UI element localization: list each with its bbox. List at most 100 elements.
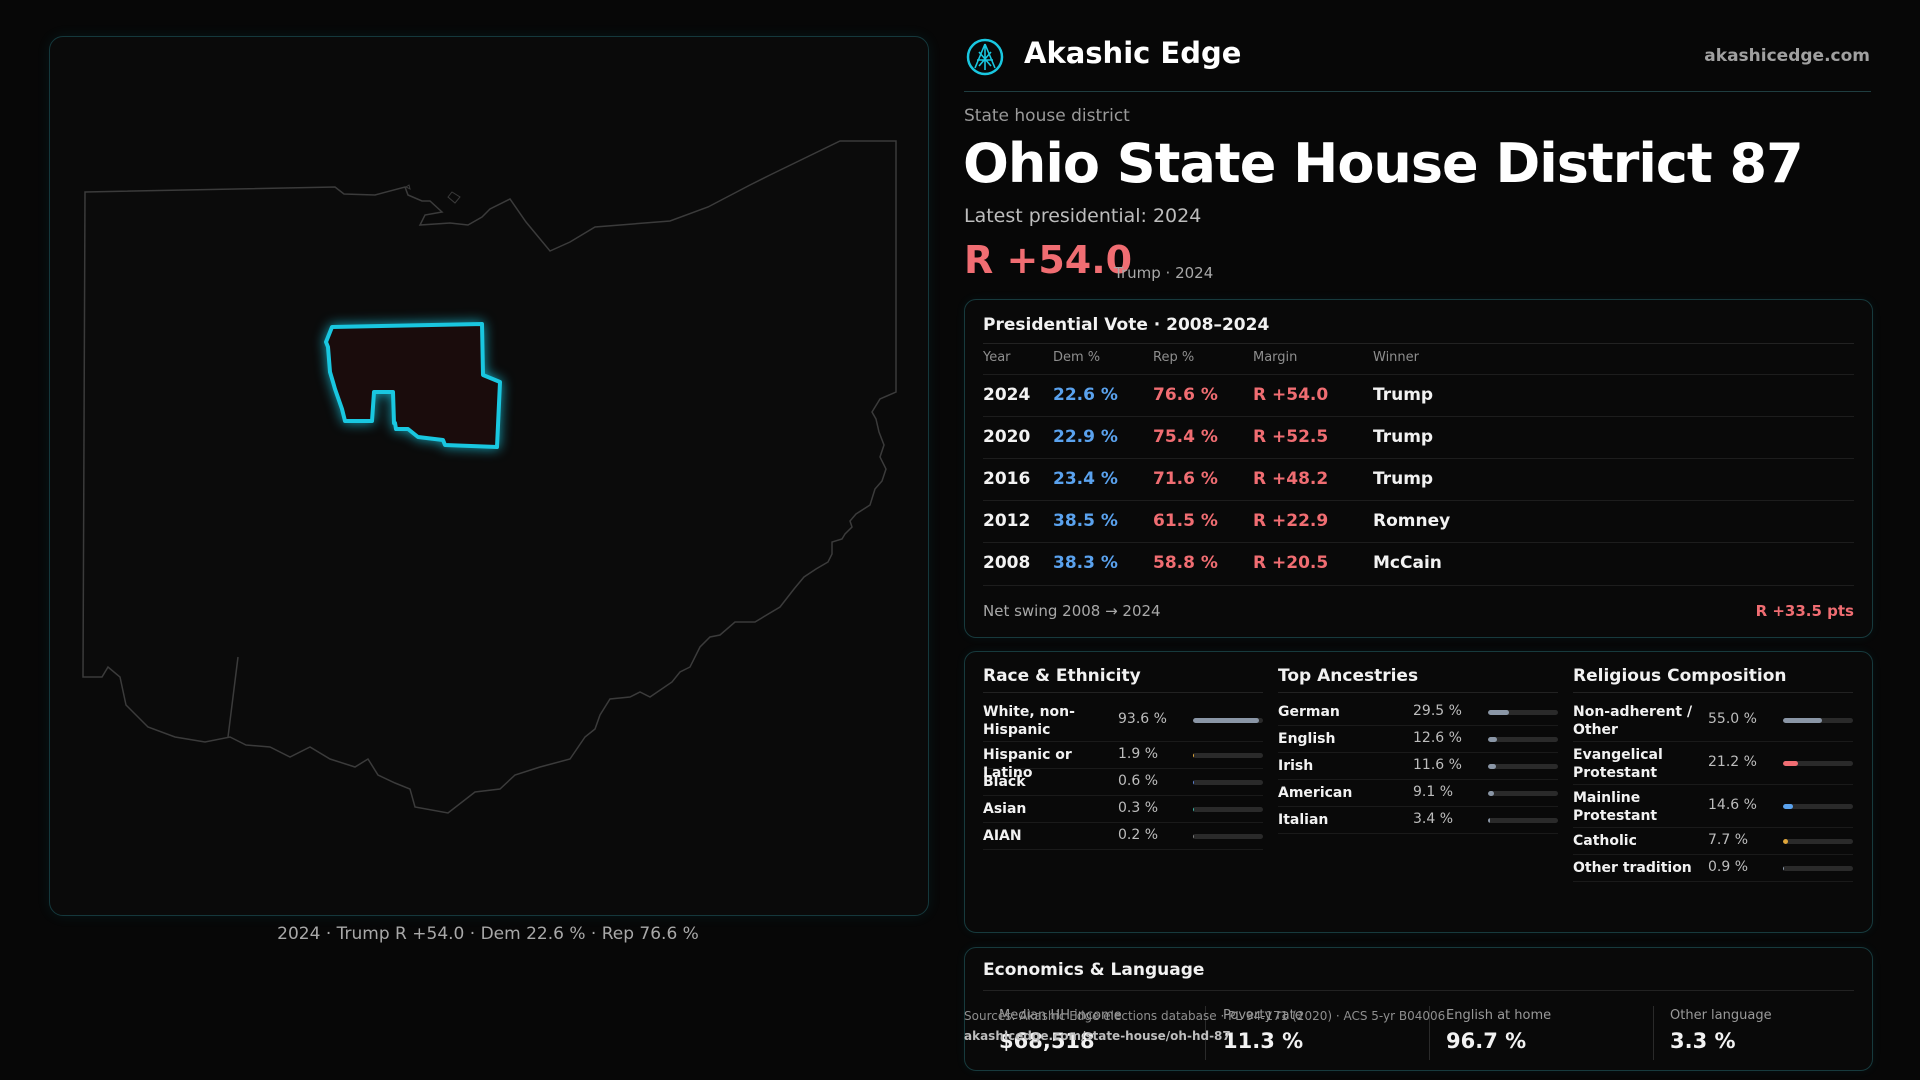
percent-bar bbox=[1488, 710, 1558, 715]
margin-cell: R +20.5 bbox=[1253, 553, 1329, 573]
lake-island-shape bbox=[447, 191, 461, 204]
list-item[interactable]: Hispanic or Latino 1.9 % bbox=[983, 742, 1263, 781]
rep-cell: 76.6 % bbox=[1153, 385, 1218, 405]
table-row[interactable]: 2024 22.6 % 76.6 % R +54.0 Trump bbox=[983, 374, 1854, 417]
item-value: 7.7 % bbox=[1708, 832, 1749, 848]
stat-value: 3.3 % bbox=[1670, 1029, 1736, 1053]
item-label: Non-adherent / Other bbox=[1573, 704, 1693, 738]
margin-cell: R +52.5 bbox=[1253, 427, 1329, 447]
source-text: Sources: Akashic Edge elections database… bbox=[964, 1009, 1446, 1023]
list-item[interactable]: Irish 11.6 % bbox=[1278, 753, 1558, 780]
list-item[interactable]: English 12.6 % bbox=[1278, 726, 1558, 753]
section-title: Religious Composition bbox=[1573, 666, 1853, 693]
winner-cell: Romney bbox=[1373, 511, 1451, 531]
item-label: Hispanic or Latino bbox=[983, 747, 1072, 781]
percent-bar bbox=[1783, 839, 1853, 844]
item-value: 0.3 % bbox=[1118, 800, 1159, 816]
list-item[interactable]: Non-adherent / Other 55.0 % bbox=[1573, 699, 1853, 742]
list-item[interactable]: Mainline Protestant 14.6 % bbox=[1573, 785, 1853, 828]
list-item[interactable]: Black 0.6 % bbox=[983, 769, 1263, 796]
section-title: Race & Ethnicity bbox=[983, 666, 1263, 693]
list-item[interactable]: Italian 3.4 % bbox=[1278, 807, 1558, 834]
stat-label: Other language bbox=[1670, 1008, 1772, 1023]
rep-cell: 61.5 % bbox=[1153, 511, 1218, 531]
header-divider bbox=[964, 91, 1871, 92]
percent-bar-fill bbox=[1193, 753, 1195, 758]
margin-cell: R +54.0 bbox=[1253, 385, 1329, 405]
year-cell: 2008 bbox=[983, 553, 1031, 573]
list-item[interactable]: Asian 0.3 % bbox=[983, 796, 1263, 823]
list-item[interactable]: Catholic 7.7 % bbox=[1573, 828, 1853, 855]
column-header-rep: Rep % bbox=[1153, 350, 1195, 365]
akashic-edge-logo-icon[interactable] bbox=[966, 38, 1004, 76]
rep-cell: 58.8 % bbox=[1153, 553, 1218, 573]
map-internal-line bbox=[227, 656, 239, 738]
margin-cell: R +48.2 bbox=[1253, 469, 1329, 489]
economics-language-card: Economics & Language Median HH income $6… bbox=[964, 947, 1873, 1071]
brand-name[interactable]: Akashic Edge bbox=[1024, 36, 1242, 70]
percent-bar bbox=[1488, 737, 1558, 742]
item-label: American bbox=[1278, 785, 1353, 801]
percent-bar-fill bbox=[1783, 761, 1798, 766]
dem-cell: 38.3 % bbox=[1053, 553, 1118, 573]
stat-value: 96.7 % bbox=[1446, 1029, 1527, 1053]
district-87-shape[interactable] bbox=[324, 322, 502, 449]
map-panel[interactable] bbox=[49, 36, 929, 916]
card-title: Presidential Vote · 2008–2024 bbox=[983, 315, 1270, 335]
item-value: 55.0 % bbox=[1708, 711, 1757, 727]
year-cell: 2012 bbox=[983, 511, 1031, 531]
divider bbox=[1205, 1006, 1206, 1060]
percent-bar bbox=[1193, 807, 1263, 812]
percent-bar-fill bbox=[1193, 807, 1195, 812]
source-note: Sources: Akashic Edge elections database… bbox=[964, 1006, 1445, 1046]
section-title: Top Ancestries bbox=[1278, 666, 1558, 693]
ohio-map[interactable] bbox=[50, 37, 928, 915]
item-label: White, non-Hispanic bbox=[983, 704, 1075, 738]
percent-bar-fill bbox=[1488, 791, 1495, 796]
item-label: Evangelical Protestant bbox=[1573, 747, 1663, 781]
percent-bar-fill bbox=[1193, 780, 1195, 785]
list-item[interactable]: Evangelical Protestant 21.2 % bbox=[1573, 742, 1853, 785]
table-row[interactable]: 2012 38.5 % 61.5 % R +22.9 Romney bbox=[983, 500, 1854, 543]
stat-value: $68,518 bbox=[999, 1029, 1095, 1053]
year-cell: 2020 bbox=[983, 427, 1031, 447]
stat-label: Median HH income bbox=[999, 1008, 1122, 1023]
percent-bar bbox=[1488, 818, 1558, 823]
dem-cell: 38.5 % bbox=[1053, 511, 1118, 531]
item-value: 11.6 % bbox=[1413, 757, 1462, 773]
item-label: English bbox=[1278, 731, 1336, 747]
item-value: 29.5 % bbox=[1413, 703, 1462, 719]
percent-bar bbox=[1193, 753, 1263, 758]
winner-cell: McCain bbox=[1373, 553, 1442, 573]
dem-cell: 22.9 % bbox=[1053, 427, 1118, 447]
list-item[interactable]: American 9.1 % bbox=[1278, 780, 1558, 807]
brand-url-link[interactable]: akashicedge.com bbox=[1704, 46, 1870, 66]
item-value: 3.4 % bbox=[1413, 811, 1454, 827]
percent-bar bbox=[1488, 791, 1558, 796]
percent-bar-fill bbox=[1783, 804, 1794, 809]
item-value: 93.6 % bbox=[1118, 711, 1167, 727]
source-url-link[interactable]: akashicedge.com/state-house/oh-hd-87 bbox=[964, 1029, 1231, 1043]
item-value: 14.6 % bbox=[1708, 797, 1757, 813]
demographics-card: Race & Ethnicity White, non-Hispanic 93.6… bbox=[964, 651, 1873, 933]
margin-cell: R +22.9 bbox=[1253, 511, 1329, 531]
list-item[interactable]: White, non-Hispanic 93.6 % bbox=[983, 699, 1263, 742]
list-item[interactable]: Other tradition 0.9 % bbox=[1573, 855, 1853, 882]
percent-bar-fill bbox=[1193, 834, 1195, 839]
table-row[interactable]: 2008 38.3 % 58.8 % R +20.5 McCain bbox=[983, 542, 1854, 586]
english-at-home-stat: English at home 96.7 % bbox=[1446, 1008, 1656, 1053]
percent-bar-fill bbox=[1488, 710, 1509, 715]
percent-bar-fill bbox=[1488, 818, 1491, 823]
table-row[interactable]: 2016 23.4 % 71.6 % R +48.2 Trump bbox=[983, 458, 1854, 501]
percent-bar bbox=[1193, 780, 1263, 785]
percent-bar-fill bbox=[1783, 839, 1789, 844]
ohio-state-outline bbox=[82, 140, 897, 814]
card-title: Economics & Language bbox=[983, 960, 1205, 980]
list-item[interactable]: AIAN 0.2 % bbox=[983, 823, 1263, 850]
list-item[interactable]: German 29.5 % bbox=[1278, 699, 1558, 726]
divider bbox=[983, 343, 1854, 344]
table-row[interactable]: 2020 22.9 % 75.4 % R +52.5 Trump bbox=[983, 416, 1854, 459]
item-value: 12.6 % bbox=[1413, 730, 1462, 746]
stat-value: 11.3 % bbox=[1223, 1029, 1304, 1053]
item-label: Asian bbox=[983, 801, 1027, 817]
